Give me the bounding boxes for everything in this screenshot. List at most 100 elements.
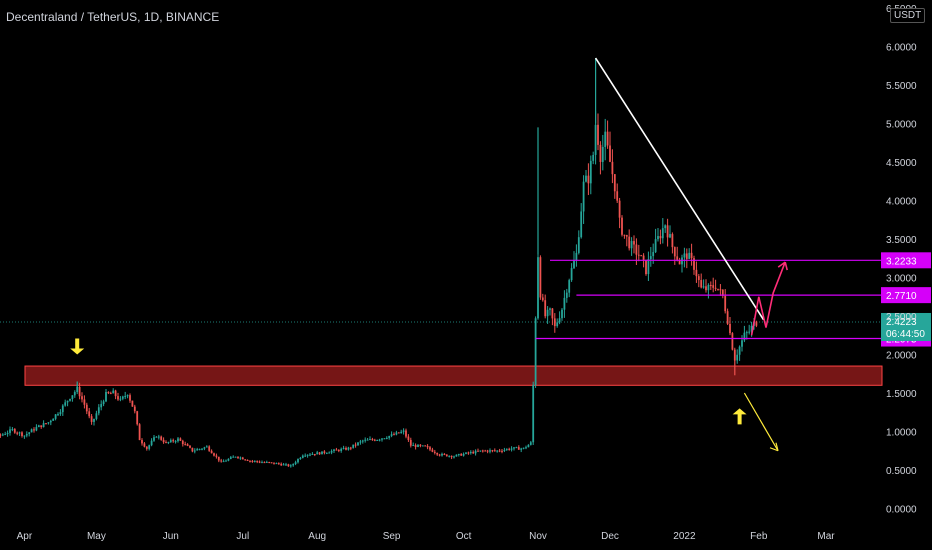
candle-body [28,432,31,434]
candle-body [234,456,237,458]
candle-body [18,432,21,434]
candle-body [690,252,693,259]
candle-body [657,236,659,240]
candle-body [741,340,743,347]
candle-body [57,414,59,416]
candle-body [354,444,357,446]
currency-tag[interactable]: USDT [890,8,926,23]
projection-zigzag-arrowhead-icon [777,261,788,271]
candle-body [625,235,628,237]
y-tick-label: 4.0000 [886,197,917,208]
candle-body [198,448,201,450]
candle-body [465,452,467,454]
candle-body [330,450,333,453]
candle-body [541,297,544,301]
candle-body [313,453,316,455]
candle-body [229,457,232,459]
candle-body [412,445,415,447]
candle-body [421,445,424,447]
price-level-tag [881,252,931,269]
candle-body [570,268,573,281]
candle-body [441,453,443,456]
candle-body [369,439,371,441]
candle-body [191,447,194,452]
support-zone [24,365,883,386]
candle-body [241,457,244,460]
candle-body [270,462,273,464]
candle-body [424,445,427,447]
candle-body [585,175,587,182]
candle-body [30,429,33,433]
candle-body [731,333,734,350]
candle-body [105,392,107,402]
candle-body [669,234,671,238]
candle-body [69,398,71,401]
candle-body [750,325,753,332]
candle-body [755,321,758,326]
candle-body [222,461,225,463]
candle-body [383,438,386,440]
candle-body [635,244,638,255]
candle-body [558,318,561,323]
candle-body [107,392,110,394]
candle-body [688,252,691,259]
candle-body [561,309,563,319]
candle-body [150,440,153,446]
candle-body [54,414,57,419]
candle-body [726,311,729,324]
candle-body [117,396,119,400]
candle-body [90,416,93,422]
candle-body [253,460,256,462]
candle-body [42,423,45,428]
candle-body [649,256,652,260]
candle-body [318,452,321,455]
candle-body [76,386,79,393]
candle-body [702,286,705,288]
candle-body [59,412,62,415]
candle-body [342,447,345,449]
candle-body [361,440,364,442]
candle-body [114,390,117,397]
candle-body [733,349,736,361]
candle-body [129,395,131,401]
candle-body [450,455,453,458]
candle-body [328,452,331,454]
candle-body [395,432,398,435]
candle-body [1,434,4,436]
candle-body [282,464,285,466]
candle-body [525,447,527,449]
candle-body [335,449,338,451]
candle-body [169,440,172,443]
arrow-down-icon [70,338,85,355]
candle-body [719,289,722,291]
candle-body [489,450,491,452]
candle-body [285,464,287,466]
candle-body [203,447,206,449]
candle-body [345,447,347,450]
candle-body [121,396,124,399]
candle-body [397,432,400,434]
candle-body [469,452,472,454]
x-tick-label: Nov [529,531,547,542]
y-tick-label: 3.5000 [886,235,917,246]
candle-body [673,247,676,257]
candle-body [589,160,592,184]
candle-body [628,236,631,249]
candle-body [431,449,434,452]
candle-body [417,444,419,448]
candle-body [407,436,410,440]
projection-arrow-line [743,392,779,452]
candle-body [131,400,134,407]
candle-body [587,175,590,184]
candle-body [517,447,520,450]
price-level-tag [881,287,931,304]
candle-body [261,462,263,464]
candle-body [491,450,494,452]
candle-body [61,405,64,413]
candle-body [292,464,295,466]
candle-body [323,451,326,453]
candle-body [333,449,335,451]
candle-body [186,444,189,446]
candle-body [263,462,266,464]
